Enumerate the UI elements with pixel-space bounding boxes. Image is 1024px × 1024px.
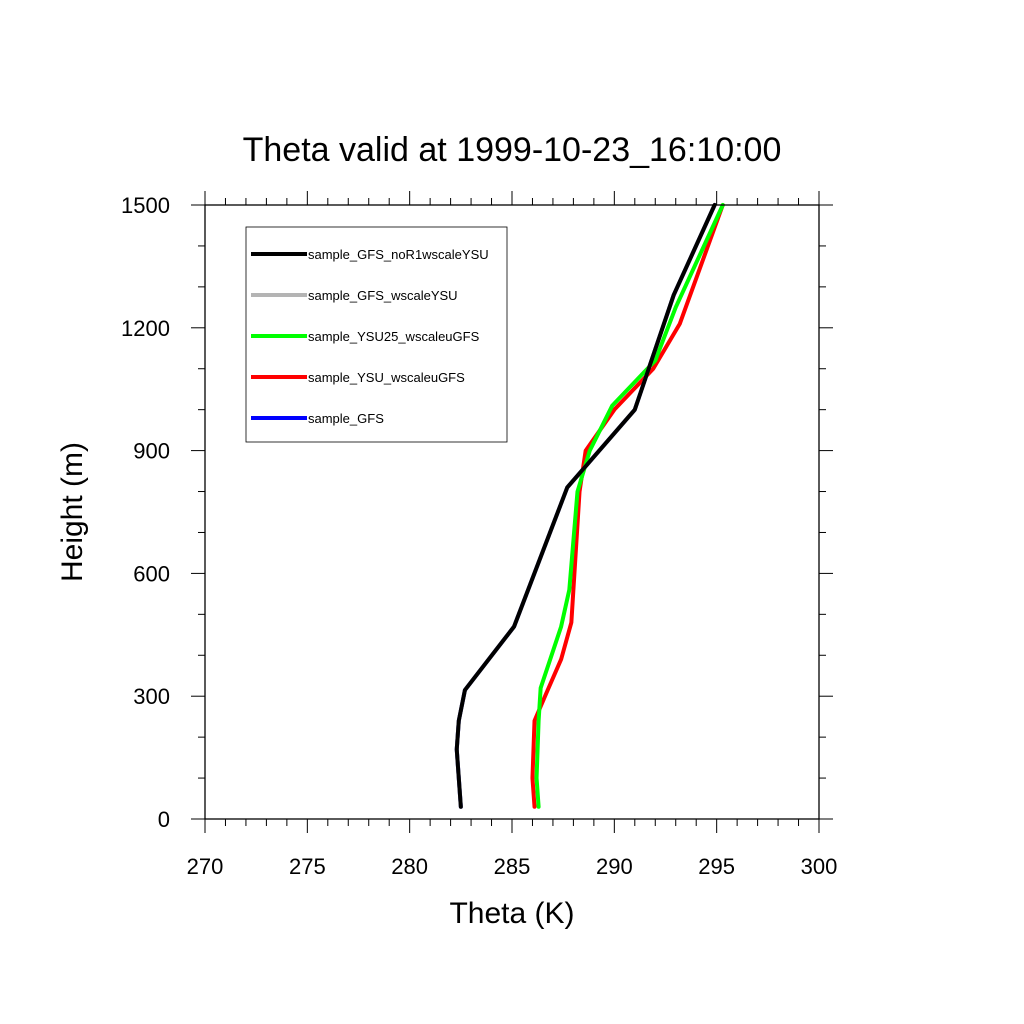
x-tick-label: 280 xyxy=(391,854,428,879)
series-line-sample-ysu25-wscaleugfs xyxy=(534,203,725,809)
y-tick-label: 1500 xyxy=(121,193,170,218)
y-tick-label: 600 xyxy=(133,561,170,586)
legend-label: sample_YSU_wscaleuGFS xyxy=(308,370,465,385)
y-axis-label: Height (m) xyxy=(56,442,89,582)
series-line-sample-gfs-nor1wscaleysu xyxy=(454,203,717,809)
x-tick-label: 300 xyxy=(801,854,838,879)
chart-title: Theta valid at 1999-10-23_16:10:00 xyxy=(243,131,782,169)
y-tick-label: 0 xyxy=(158,807,170,832)
y-tick-label: 300 xyxy=(133,684,170,709)
axis-ticks: 270 275 280 285 290 295 300 0 300 600 900 1200 1500 xyxy=(121,191,837,879)
legend-label: sample_GFS_wscaleYSU xyxy=(308,288,458,303)
legend-label: sample_YSU25_wscaleuGFS xyxy=(308,329,480,344)
x-axis-label: Theta (K) xyxy=(449,897,574,930)
x-tick-label: 275 xyxy=(289,854,326,879)
legend-label: sample_GFS_noR1wscaleYSU xyxy=(308,247,489,262)
legend: sample_GFS_noR1wscaleYSU sample_GFS_wscal… xyxy=(245,226,508,443)
x-tick-label: 290 xyxy=(596,854,633,879)
y-tick-label: 900 xyxy=(133,439,170,464)
x-tick-label: 295 xyxy=(698,854,735,879)
y-tick-label: 1200 xyxy=(121,316,170,341)
series-layer xyxy=(454,203,725,809)
x-tick-label: 270 xyxy=(187,854,224,879)
x-tick-label: 285 xyxy=(494,854,531,879)
legend-label: sample_GFS xyxy=(308,411,384,426)
series-line-sample-ysu-wscaleugfs xyxy=(530,203,725,809)
legend-entries: sample_GFS_noR1wscaleYSU sample_GFS_wscal… xyxy=(251,247,489,426)
